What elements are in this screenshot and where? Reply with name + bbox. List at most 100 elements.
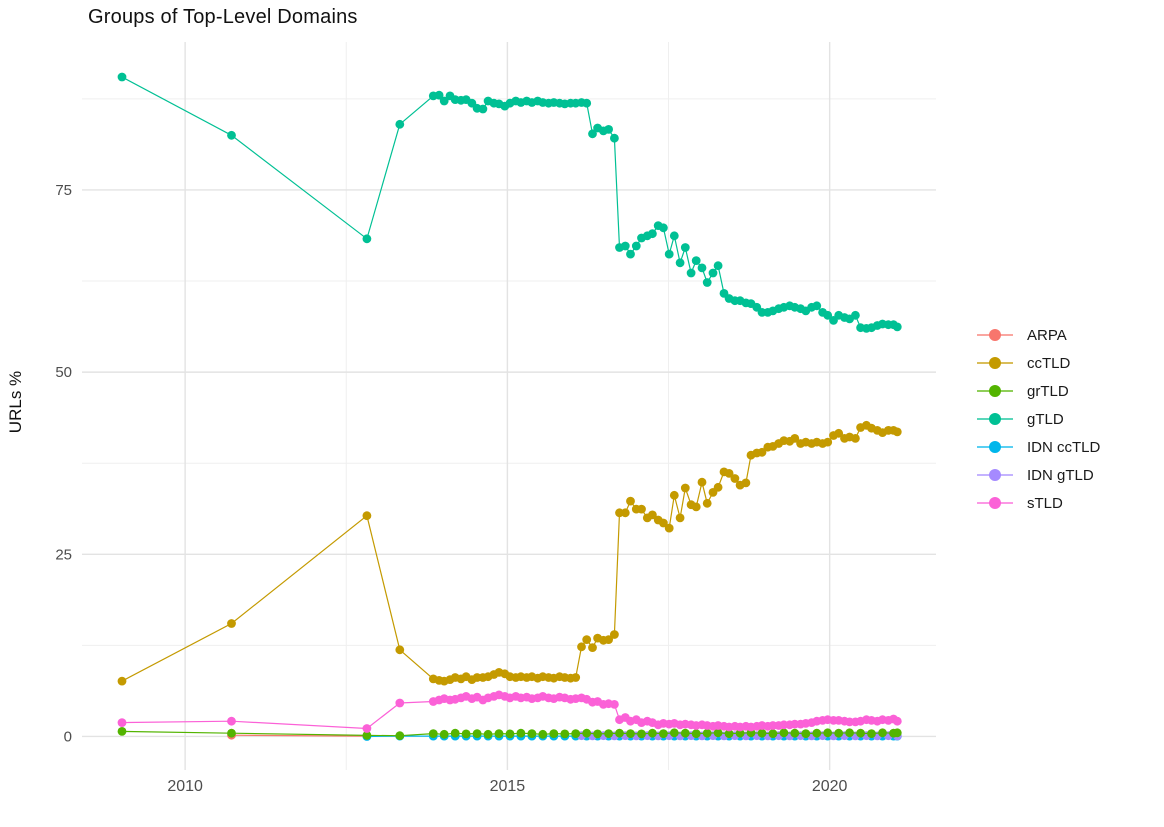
data-point-grTLD — [117, 727, 127, 736]
data-point-ccTLD — [851, 434, 860, 443]
data-point-gTLD — [604, 124, 613, 134]
data-point-gTLD — [620, 241, 630, 251]
data-point-ccTLD — [637, 504, 646, 514]
data-point-gTLD — [434, 90, 444, 100]
data-point-grTLD — [593, 729, 602, 739]
data-point-gTLD — [582, 98, 592, 108]
data-point-grTLD — [648, 728, 657, 738]
data-point-ccTLD — [730, 474, 740, 483]
data-point-grTLD — [494, 729, 504, 738]
data-point-grTLD — [724, 729, 734, 738]
data-point-ccTLD — [620, 508, 630, 518]
data-point-grTLD — [680, 728, 690, 738]
data-point-ccTLD — [741, 478, 751, 488]
legend-key-icon — [977, 384, 1013, 398]
data-point-gTLD — [702, 278, 712, 287]
data-point-ccTLD — [823, 437, 833, 447]
data-point-gTLD — [659, 223, 668, 233]
data-point-grTLD — [691, 729, 701, 738]
legend-row-grtld: grTLD — [977, 377, 1100, 405]
data-point-gTLD — [812, 301, 822, 311]
data-point-gTLD — [675, 258, 685, 268]
data-point-grTLD — [801, 729, 811, 738]
data-point-ccTLD — [691, 502, 701, 512]
data-point-ccTLD — [757, 447, 767, 457]
legend-key-icon — [977, 412, 1013, 426]
data-point-gTLD — [851, 310, 860, 320]
legend-key-icon — [977, 328, 1013, 342]
data-point-gTLD — [588, 129, 597, 139]
data-point-ccTLD — [117, 676, 127, 686]
legend: ARPA ccTLD grTLD gTLD IDN ccTLD — [977, 321, 1100, 517]
data-point-gTLD — [610, 133, 619, 143]
data-point-ccTLD — [664, 523, 674, 533]
data-point-ccTLD — [582, 635, 592, 644]
legend-label: IDN gTLD — [1027, 466, 1094, 484]
series-line-gTLD — [121, 76, 898, 330]
legend-label: ARPA — [1027, 326, 1067, 344]
data-point-grTLD — [439, 729, 449, 739]
legend-dot-icon — [989, 497, 1001, 509]
data-point-grTLD — [812, 728, 822, 738]
data-point-grTLD — [659, 729, 668, 738]
data-point-ccTLD — [571, 673, 581, 682]
data-point-ccTLD — [669, 490, 679, 500]
data-point-grTLD — [560, 729, 570, 739]
data-point-ccTLD — [604, 635, 613, 644]
legend-label: grTLD — [1027, 382, 1069, 400]
data-point-gTLD — [664, 249, 674, 259]
data-point-gTLD — [713, 261, 723, 271]
data-point-ccTLD — [675, 513, 685, 523]
data-point-grTLD — [768, 729, 778, 738]
data-point-gTLD — [669, 231, 679, 241]
data-point-grTLD — [450, 728, 460, 738]
data-point-gTLD — [708, 268, 718, 278]
data-point-grTLD — [892, 728, 902, 738]
data-point-grTLD — [472, 729, 482, 738]
data-point-ccTLD — [227, 619, 236, 628]
data-point-gTLD — [697, 263, 707, 273]
data-point-ccTLD — [724, 469, 734, 478]
data-point-grTLD — [878, 728, 887, 738]
chart-title: Groups of Top-Level Domains — [88, 6, 358, 28]
data-point-grTLD — [790, 728, 800, 738]
data-point-sTLD — [892, 716, 902, 726]
legend-key-icon — [977, 468, 1013, 482]
data-point-gTLD — [626, 249, 635, 259]
data-point-gTLD — [395, 119, 405, 129]
data-point-gTLD — [823, 310, 833, 320]
legend-row-idn-gtld: IDN gTLD — [977, 461, 1100, 489]
legend-dot-icon — [989, 441, 1001, 453]
legend-row-gtld: gTLD — [977, 405, 1100, 433]
data-point-grTLD — [713, 728, 723, 738]
x-tick-label: 2020 — [812, 778, 848, 795]
data-point-ccTLD — [648, 510, 657, 520]
data-point-grTLD — [757, 728, 767, 738]
data-point-grTLD — [582, 728, 592, 738]
legend-key-icon — [977, 496, 1013, 510]
y-tick-label: 50 — [55, 364, 72, 381]
data-point-gTLD — [686, 268, 696, 278]
data-point-grTLD — [669, 728, 679, 738]
data-point-ccTLD — [790, 434, 800, 443]
x-tick-label: 2010 — [167, 778, 203, 795]
data-point-gTLD — [478, 104, 488, 114]
data-point-gTLD — [691, 256, 701, 265]
legend-label: IDN ccTLD — [1027, 438, 1101, 456]
data-point-gTLD — [439, 96, 449, 106]
data-point-ccTLD — [892, 427, 902, 437]
y-tick-label: 25 — [55, 546, 72, 563]
data-point-grTLD — [823, 728, 833, 738]
legend-label: gTLD — [1027, 410, 1064, 428]
y-tick-label: 75 — [55, 182, 72, 199]
data-point-gTLD — [631, 241, 641, 251]
data-point-grTLD — [483, 729, 493, 739]
data-point-grTLD — [626, 729, 635, 738]
data-point-sTLD — [227, 716, 236, 726]
series-line-ARPA — [231, 734, 367, 737]
data-point-grTLD — [461, 729, 471, 739]
data-point-grTLD — [505, 729, 515, 739]
data-point-grTLD — [834, 728, 844, 738]
data-point-grTLD — [867, 729, 876, 738]
